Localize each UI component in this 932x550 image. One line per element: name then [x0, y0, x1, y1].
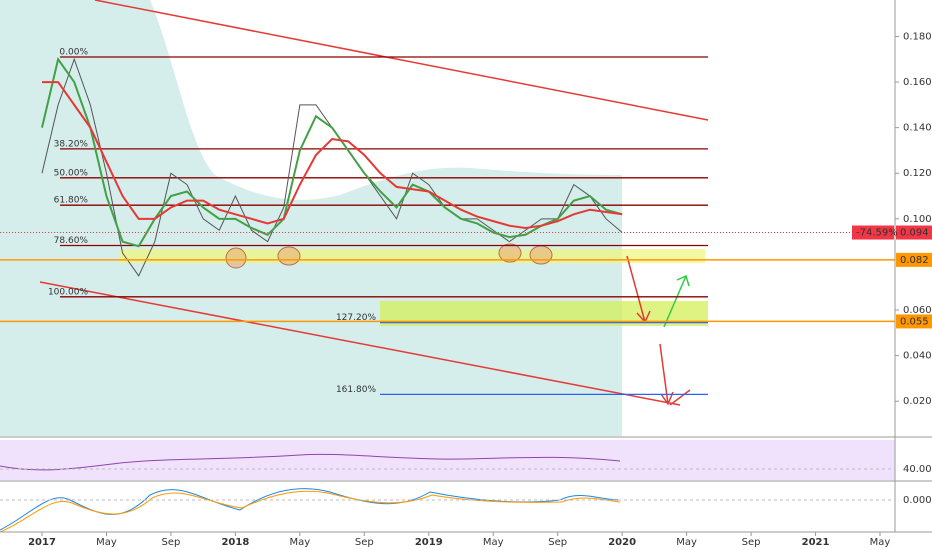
rsi-band: [0, 440, 895, 480]
fib-label: 50.00%: [54, 168, 89, 178]
fib-label: 127.20%: [336, 313, 376, 323]
x-tick-label: 2019: [415, 537, 443, 548]
price-label: 0.082: [900, 255, 929, 266]
fib-label: 78.60%: [54, 236, 89, 246]
pane-tick-label: 0.000: [903, 495, 932, 506]
x-tick-label: May: [290, 537, 311, 548]
trend-line: [39, 281, 681, 406]
fib-label: 0.00%: [59, 47, 88, 57]
macd-line: [0, 488, 621, 531]
signal-line: [0, 490, 621, 533]
fib-label: 161.80%: [336, 385, 376, 395]
y-tick-label: 0.140: [903, 123, 932, 134]
change-label-bg: [852, 225, 894, 240]
price-label: 0.094: [900, 228, 929, 239]
y-tick-label: 0.020: [903, 396, 932, 407]
y-tick-label: 0.100: [903, 214, 932, 225]
y-tick-label: 0.160: [903, 77, 932, 88]
price-label-bg: [896, 225, 932, 240]
x-tick-label: 2018: [221, 537, 249, 548]
price-label-bg: [896, 314, 932, 329]
x-tick-label: Sep: [355, 537, 374, 548]
rsi-line: [0, 453, 621, 471]
fib-label: 38.20%: [54, 139, 89, 149]
x-tick-label: Sep: [161, 537, 180, 548]
x-tick-label: May: [870, 537, 891, 548]
price-label: 0.055: [900, 316, 929, 327]
y-tick-label: 0.040: [903, 351, 932, 362]
support-zone: [120, 249, 705, 263]
x-tick-label: May: [96, 537, 117, 548]
x-tick-label: 2020: [608, 537, 636, 548]
x-tick-label: 2017: [28, 537, 56, 548]
change-label: -74.59%: [856, 228, 898, 239]
x-tick-label: May: [676, 537, 697, 548]
series-line: [41, 56, 623, 248]
y-tick-label: 0.060: [903, 305, 932, 316]
x-tick-label: 2021: [802, 537, 830, 548]
pane-tick-label: 40.00: [903, 464, 932, 475]
fib-label: 100.00%: [48, 287, 88, 297]
y-tick-label: 0.180: [903, 31, 932, 42]
series-line: [42, 81, 623, 229]
x-tick-label: May: [483, 537, 504, 548]
y-tick-label: 0.120: [903, 168, 932, 179]
cloud-area: [0, 0, 622, 436]
price-label-bg: [896, 252, 932, 267]
fib-label: 61.80%: [54, 196, 89, 206]
x-tick-label: Sep: [548, 537, 567, 548]
x-tick-label: Sep: [742, 537, 761, 548]
trend-line: [94, 0, 709, 121]
